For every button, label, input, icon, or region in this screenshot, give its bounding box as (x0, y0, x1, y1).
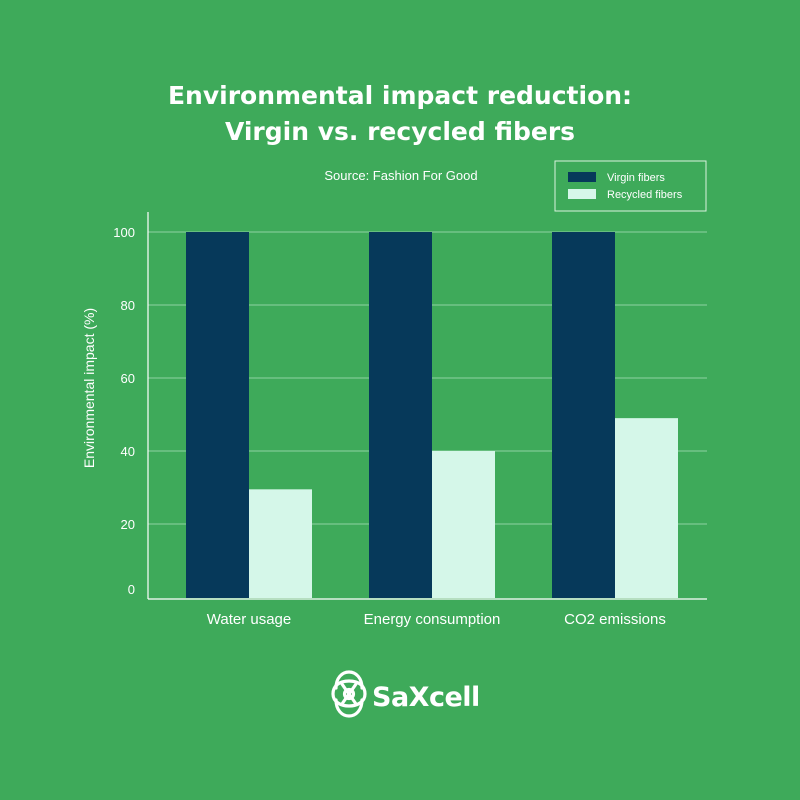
x-tick-label-1: Energy consumption (364, 611, 501, 628)
bar-recycled-2 (615, 418, 678, 598)
bar-recycled-1 (432, 451, 495, 598)
chart-title-line-1: Environmental impact reduction: (168, 81, 632, 110)
brand-logo: SaXcell (331, 670, 480, 718)
x-tick-label-2: CO2 emissions (564, 611, 666, 628)
y-tick-labels: 0 20 40 60 80 100 (113, 225, 135, 597)
x-tick-labels: Water usage Energy consumption CO2 emissio… (207, 611, 666, 628)
knot-logo-icon (331, 670, 367, 718)
y-tick-label-60: 60 (121, 371, 135, 386)
legend-swatch-recycled (568, 189, 596, 199)
y-tick-label-40: 40 (121, 444, 135, 459)
y-axis-label: Environmental impact (%) (81, 308, 97, 468)
legend-box (554, 160, 707, 212)
x-tick-label-0: Water usage (207, 611, 292, 628)
bar-virgin-0 (186, 232, 249, 598)
brand-name: SaXcell (372, 682, 480, 713)
y-tick-label-80: 80 (121, 298, 135, 313)
bar-virgin-1 (369, 232, 432, 598)
y-tick-label-100: 100 (113, 225, 135, 240)
legend-label-virgin: Virgin fibers (607, 172, 665, 184)
bar-virgin-2 (552, 232, 615, 598)
chart-title-line-2: Virgin vs. recycled fibers (225, 117, 575, 146)
legend-swatch-virgin (568, 172, 596, 182)
legend-label-recycled: Recycled fibers (607, 189, 683, 201)
bars (186, 232, 678, 598)
y-tick-label-20: 20 (121, 517, 135, 532)
bar-recycled-0 (249, 489, 312, 598)
y-tick-label-0: 0 (128, 582, 135, 597)
legend: Virgin fibers Recycled fibers (554, 160, 707, 212)
chart-subtitle: Source: Fashion For Good (324, 168, 477, 183)
